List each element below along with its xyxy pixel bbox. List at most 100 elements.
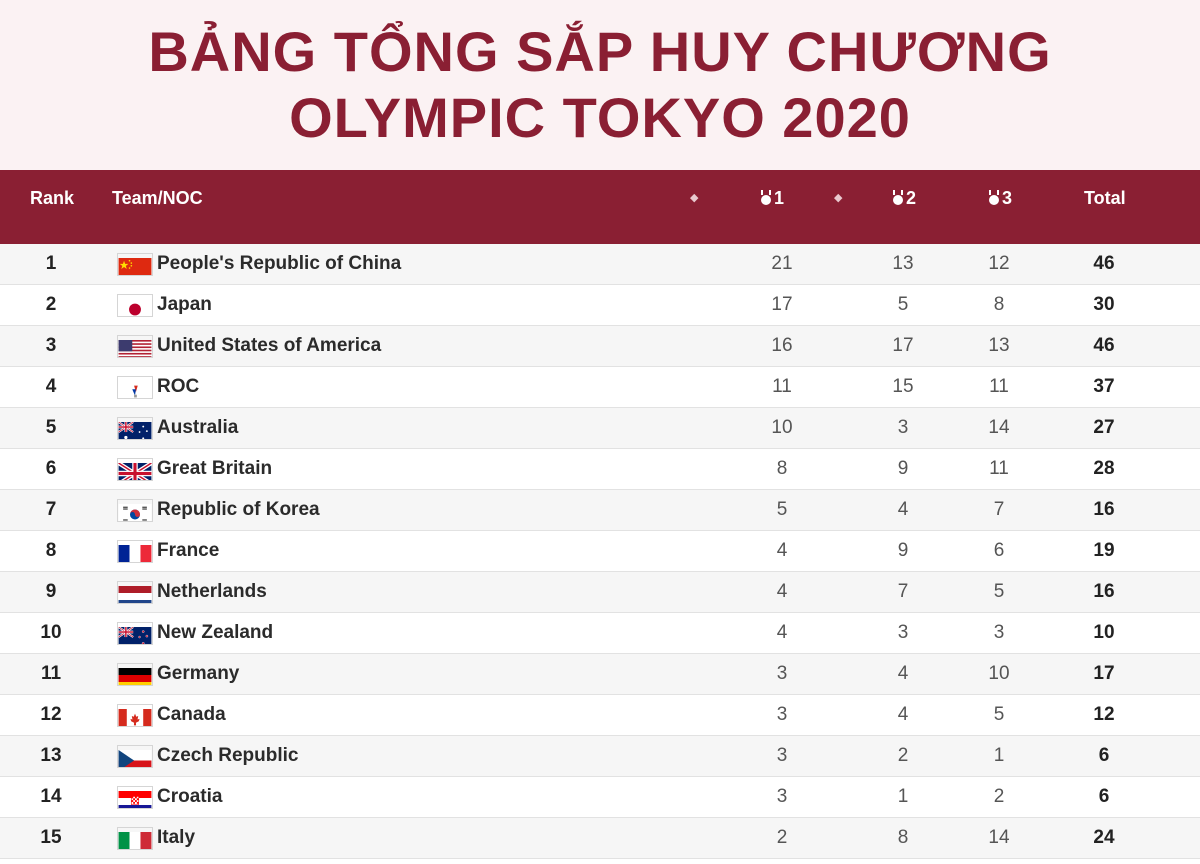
usa-flag-icon: [117, 335, 153, 358]
country-name[interactable]: Germany: [157, 663, 240, 684]
country-name[interactable]: Republic of Korea: [157, 499, 320, 520]
table-row[interactable]: 11 Germany 3 4 10 17: [0, 654, 1200, 695]
gold-count: 4: [776, 622, 788, 643]
column-header-bronze[interactable]: 3: [988, 170, 1012, 244]
new-zealand-flag-icon: [117, 622, 153, 645]
bronze-count: 14: [988, 827, 1010, 848]
bronze-count: 11: [989, 458, 1009, 479]
country-name[interactable]: Czech Republic: [157, 745, 299, 766]
country-name[interactable]: Italy: [157, 827, 196, 848]
page-title-line-2: OLYMPIC TOKYO 2020: [289, 86, 911, 149]
silver-count: 17: [892, 335, 914, 356]
total-count: 19: [1093, 540, 1115, 561]
gold-count: 3: [776, 663, 788, 684]
roc-flag-icon: [117, 376, 153, 399]
gold-count: 3: [776, 704, 788, 725]
table-row[interactable]: 12 Canada 3 4 5 12: [0, 695, 1200, 736]
rank-cell: 11: [40, 663, 62, 684]
gold-count: 21: [771, 253, 793, 274]
column-header-gold-label: 1: [774, 188, 785, 208]
bronze-count: 2: [993, 786, 1005, 807]
total-count: 17: [1093, 663, 1115, 684]
italy-flag-icon: [117, 827, 153, 850]
silver-count: 5: [897, 294, 909, 315]
table-row[interactable]: 14 Croatia 3 1 2 6: [0, 777, 1200, 818]
bronze-count: 8: [993, 294, 1005, 315]
rank-cell: 3: [45, 335, 57, 356]
column-header-bronze-label: 3: [1002, 188, 1013, 208]
bronze-count: 5: [993, 704, 1005, 725]
canada-flag-icon: [117, 704, 153, 727]
column-header-silver[interactable]: 2: [892, 170, 916, 244]
country-name[interactable]: France: [157, 540, 220, 561]
silver-count: 9: [897, 458, 909, 479]
bronze-count: 3: [993, 622, 1005, 643]
country-name[interactable]: Australia: [157, 417, 239, 438]
table-row[interactable]: 10 New Zealand 4 3 3 10: [0, 613, 1200, 654]
netherlands-flag-icon: [117, 581, 153, 604]
japan-flag-icon: [117, 294, 153, 317]
rank-cell: 12: [40, 704, 62, 725]
korea-flag-icon: [117, 499, 153, 522]
medal-table: Rank Team/NOC ◆ 1 ◆ 2 3 Total 1 People's …: [0, 170, 1200, 859]
bronze-count: 14: [988, 417, 1010, 438]
silver-count: 3: [897, 622, 909, 643]
medal-icon: [760, 190, 772, 206]
table-row[interactable]: 13 Czech Republic 3 2 1 6: [0, 736, 1200, 777]
table-row[interactable]: 1 People's Republic of China 21 13 12 46: [0, 244, 1200, 285]
total-count: 6: [1098, 786, 1110, 807]
rank-cell: 9: [45, 581, 57, 602]
table-row[interactable]: 2 Japan 17 5 8 30: [0, 285, 1200, 326]
gold-count: 2: [776, 827, 788, 848]
rank-cell: 13: [40, 745, 62, 766]
column-header-total[interactable]: Total: [1084, 188, 1126, 208]
silver-count: 3: [897, 417, 909, 438]
sort-icon[interactable]: ◆: [690, 192, 699, 204]
table-row[interactable]: 4 ROC 11 15 11 37: [0, 367, 1200, 408]
country-name[interactable]: Netherlands: [157, 581, 267, 602]
croatia-flag-icon: [117, 786, 153, 809]
country-name[interactable]: Canada: [157, 704, 226, 725]
table-row[interactable]: 5 Australia 10 3 14 27: [0, 408, 1200, 449]
gold-count: 11: [772, 376, 792, 397]
total-count: 16: [1093, 581, 1115, 602]
total-count: 37: [1093, 376, 1115, 397]
silver-count: 2: [897, 745, 909, 766]
country-name[interactable]: Japan: [157, 294, 212, 315]
table-row[interactable]: 6 Great Britain 8 9 11 28: [0, 449, 1200, 490]
country-name[interactable]: United States of America: [157, 335, 382, 356]
rank-cell: 4: [45, 376, 57, 397]
rank-cell: 14: [40, 786, 62, 807]
australia-flag-icon: [117, 417, 153, 440]
gold-count: 10: [771, 417, 793, 438]
rank-cell: 15: [40, 827, 62, 848]
table-row[interactable]: 7 Republic of Korea 5 4 7 16: [0, 490, 1200, 531]
bronze-count: 10: [988, 663, 1010, 684]
germany-flag-icon: [117, 663, 153, 686]
column-header-rank[interactable]: Rank: [30, 188, 75, 208]
gold-count: 8: [776, 458, 788, 479]
country-name[interactable]: ROC: [157, 376, 200, 397]
column-header-gold[interactable]: 1: [760, 170, 784, 244]
silver-count: 4: [897, 704, 909, 725]
silver-count: 4: [897, 499, 909, 520]
country-name[interactable]: People's Republic of China: [157, 253, 402, 274]
china-flag-icon: [117, 253, 153, 276]
total-count: 27: [1093, 417, 1115, 438]
country-name[interactable]: Croatia: [157, 786, 223, 807]
bronze-count: 6: [993, 540, 1005, 561]
total-count: 28: [1093, 458, 1115, 479]
table-row[interactable]: 15 Italy 2 8 14 24: [0, 818, 1200, 859]
silver-count: 4: [897, 663, 909, 684]
table-row[interactable]: 3 United States of America 16 17 13 46: [0, 326, 1200, 367]
country-name[interactable]: Great Britain: [157, 458, 273, 479]
table-header: Rank Team/NOC ◆ 1 ◆ 2 3 Total: [0, 170, 1200, 244]
silver-count: 9: [897, 540, 909, 561]
column-header-team[interactable]: Team/NOC: [112, 188, 203, 208]
gold-count: 4: [776, 540, 788, 561]
table-row[interactable]: 9 Netherlands 4 7 5 16: [0, 572, 1200, 613]
sort-icon[interactable]: ◆: [834, 192, 843, 204]
table-row[interactable]: 8 France 4 9 6 19: [0, 531, 1200, 572]
rank-cell: 6: [45, 458, 57, 479]
country-name[interactable]: New Zealand: [157, 622, 274, 643]
